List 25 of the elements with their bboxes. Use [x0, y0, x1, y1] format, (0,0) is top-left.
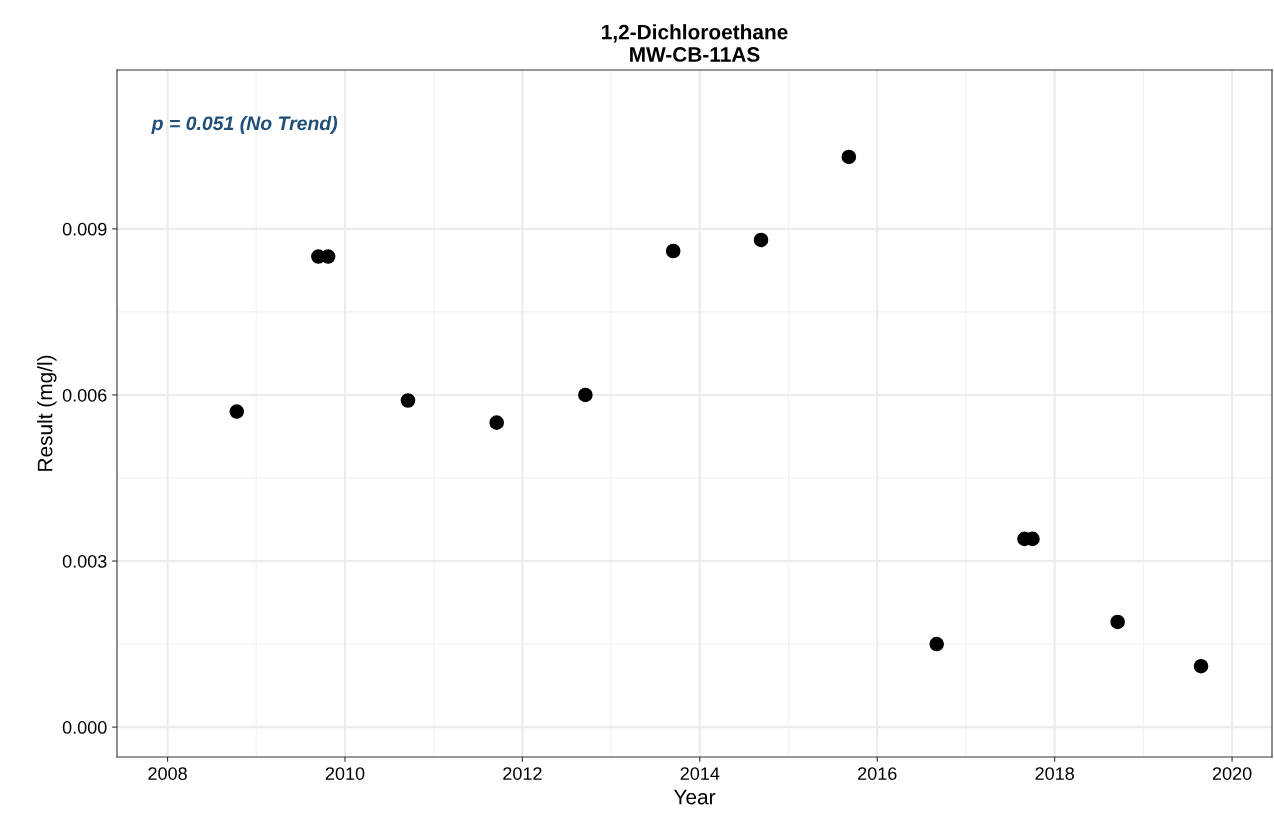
x-tick-label: 2018	[1035, 767, 1074, 780]
annotation: p = 0.051 (No Trend)	[151, 115, 338, 135]
x-tick-label: 2010	[325, 767, 365, 780]
point	[753, 232, 769, 248]
x-tick-label: 2014	[680, 767, 720, 780]
y-axis-title: Result (mg/l)	[37, 355, 57, 471]
x-tick-label: 2012	[503, 767, 542, 780]
point	[400, 393, 416, 408]
point	[489, 415, 504, 430]
point	[1193, 658, 1209, 674]
y-tick-label: 0.003	[62, 554, 107, 568]
y-tick-label: 0.006	[62, 388, 107, 402]
y-tick-label: 0.009	[62, 222, 107, 236]
y-tick-label: 0.000	[62, 721, 107, 734]
x-tick-label: 2020	[1212, 767, 1252, 780]
point	[1110, 614, 1125, 630]
point	[229, 404, 245, 419]
point	[841, 149, 857, 165]
x-axis-title: Year	[673, 789, 716, 805]
chart-title: 1,2-Dichloroethane MW-CB-11AS	[602, 24, 788, 62]
point	[665, 243, 681, 259]
x-tick-label: 2008	[148, 767, 187, 780]
point	[929, 636, 944, 652]
x-tick-label: 2016	[858, 767, 897, 780]
point	[578, 387, 593, 403]
